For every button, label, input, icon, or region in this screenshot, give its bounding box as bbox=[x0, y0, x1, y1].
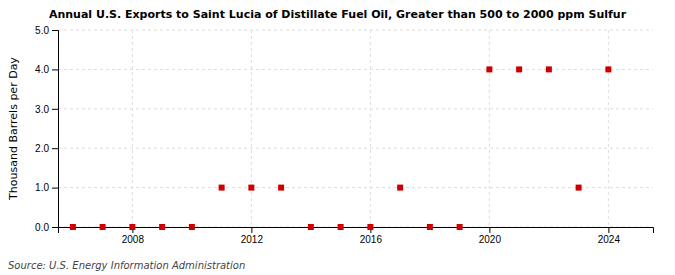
y-tick: 0.0 bbox=[35, 222, 58, 233]
x-tick-label: 2016 bbox=[360, 234, 383, 245]
point bbox=[367, 224, 373, 230]
y-tick: 5.0 bbox=[35, 25, 58, 36]
grid-line bbox=[58, 187, 653, 188]
chart: 2008 2012 2016 2020 2024 0.0 1.0 2.0 3.0 4.0 5.0 Th… bbox=[0, 0, 675, 275]
x-axis-line bbox=[59, 228, 654, 234]
point bbox=[397, 185, 403, 191]
x-tick-label: 2020 bbox=[479, 234, 502, 245]
point bbox=[219, 185, 225, 191]
x-axis: 2008 2012 2016 2020 2024 bbox=[59, 227, 654, 245]
y-axis-line bbox=[52, 31, 59, 228]
point bbox=[129, 224, 135, 230]
x-tick: 2024 bbox=[598, 227, 621, 245]
point bbox=[100, 224, 106, 230]
point bbox=[427, 224, 433, 230]
point bbox=[338, 224, 344, 230]
point bbox=[70, 224, 76, 230]
grid-line bbox=[251, 30, 252, 227]
y-tick: 3.0 bbox=[35, 104, 58, 115]
grid-line bbox=[370, 30, 371, 227]
points bbox=[70, 66, 612, 230]
y-tick-label: 0.0 bbox=[35, 222, 49, 233]
x-tick-label: 2008 bbox=[122, 234, 145, 245]
y-axis: 0.0 1.0 2.0 3.0 4.0 5.0 bbox=[35, 25, 58, 233]
point bbox=[605, 66, 611, 72]
x-tick-label: 2012 bbox=[241, 234, 264, 245]
point bbox=[308, 224, 314, 230]
point bbox=[457, 224, 463, 230]
y-tick-label: 5.0 bbox=[35, 25, 49, 36]
point bbox=[159, 224, 165, 230]
point bbox=[189, 224, 195, 230]
y-tick-label: 3.0 bbox=[35, 104, 49, 115]
point bbox=[248, 185, 254, 191]
grid-line bbox=[132, 30, 133, 227]
y-tick: 2.0 bbox=[35, 143, 58, 154]
grid bbox=[58, 30, 653, 227]
y-tick-label: 2.0 bbox=[35, 143, 49, 154]
y-tick-label: 1.0 bbox=[35, 182, 49, 193]
point bbox=[516, 66, 522, 72]
y-tick-mark bbox=[52, 109, 58, 110]
x-tick-mark bbox=[608, 227, 609, 233]
grid-line bbox=[489, 30, 490, 227]
x-tick-label: 2024 bbox=[598, 234, 621, 245]
y-tick-mark bbox=[52, 148, 58, 149]
y-axis-title: Thousand Barrels per Day bbox=[7, 57, 20, 201]
x-tick: 2012 bbox=[241, 227, 264, 245]
y-tick-mark bbox=[52, 69, 58, 70]
plot: 2008 2012 2016 2020 2024 0.0 1.0 2.0 3.0 4.0 5.0 bbox=[35, 25, 653, 245]
grid-line bbox=[58, 108, 653, 109]
y-tick-mark bbox=[52, 30, 58, 31]
y-tick-mark bbox=[52, 227, 58, 228]
y-tick-mark bbox=[52, 188, 58, 189]
point bbox=[546, 66, 552, 72]
y-tick: 1.0 bbox=[35, 182, 58, 193]
grid-line bbox=[58, 69, 653, 70]
grid-line bbox=[58, 30, 653, 31]
source-note: Source: U.S. Energy Information Administ… bbox=[8, 260, 245, 271]
point bbox=[576, 185, 582, 191]
x-tick-mark bbox=[251, 227, 252, 233]
grid-line bbox=[608, 30, 609, 227]
point bbox=[278, 185, 284, 191]
point bbox=[486, 66, 492, 72]
x-tick-mark bbox=[489, 227, 490, 233]
grid-line bbox=[58, 148, 653, 149]
y-tick-label: 4.0 bbox=[35, 64, 49, 75]
x-tick: 2020 bbox=[479, 227, 502, 245]
title: Annual U.S. Exports to Saint Lucia of Di… bbox=[49, 8, 627, 21]
y-tick: 4.0 bbox=[35, 64, 58, 75]
